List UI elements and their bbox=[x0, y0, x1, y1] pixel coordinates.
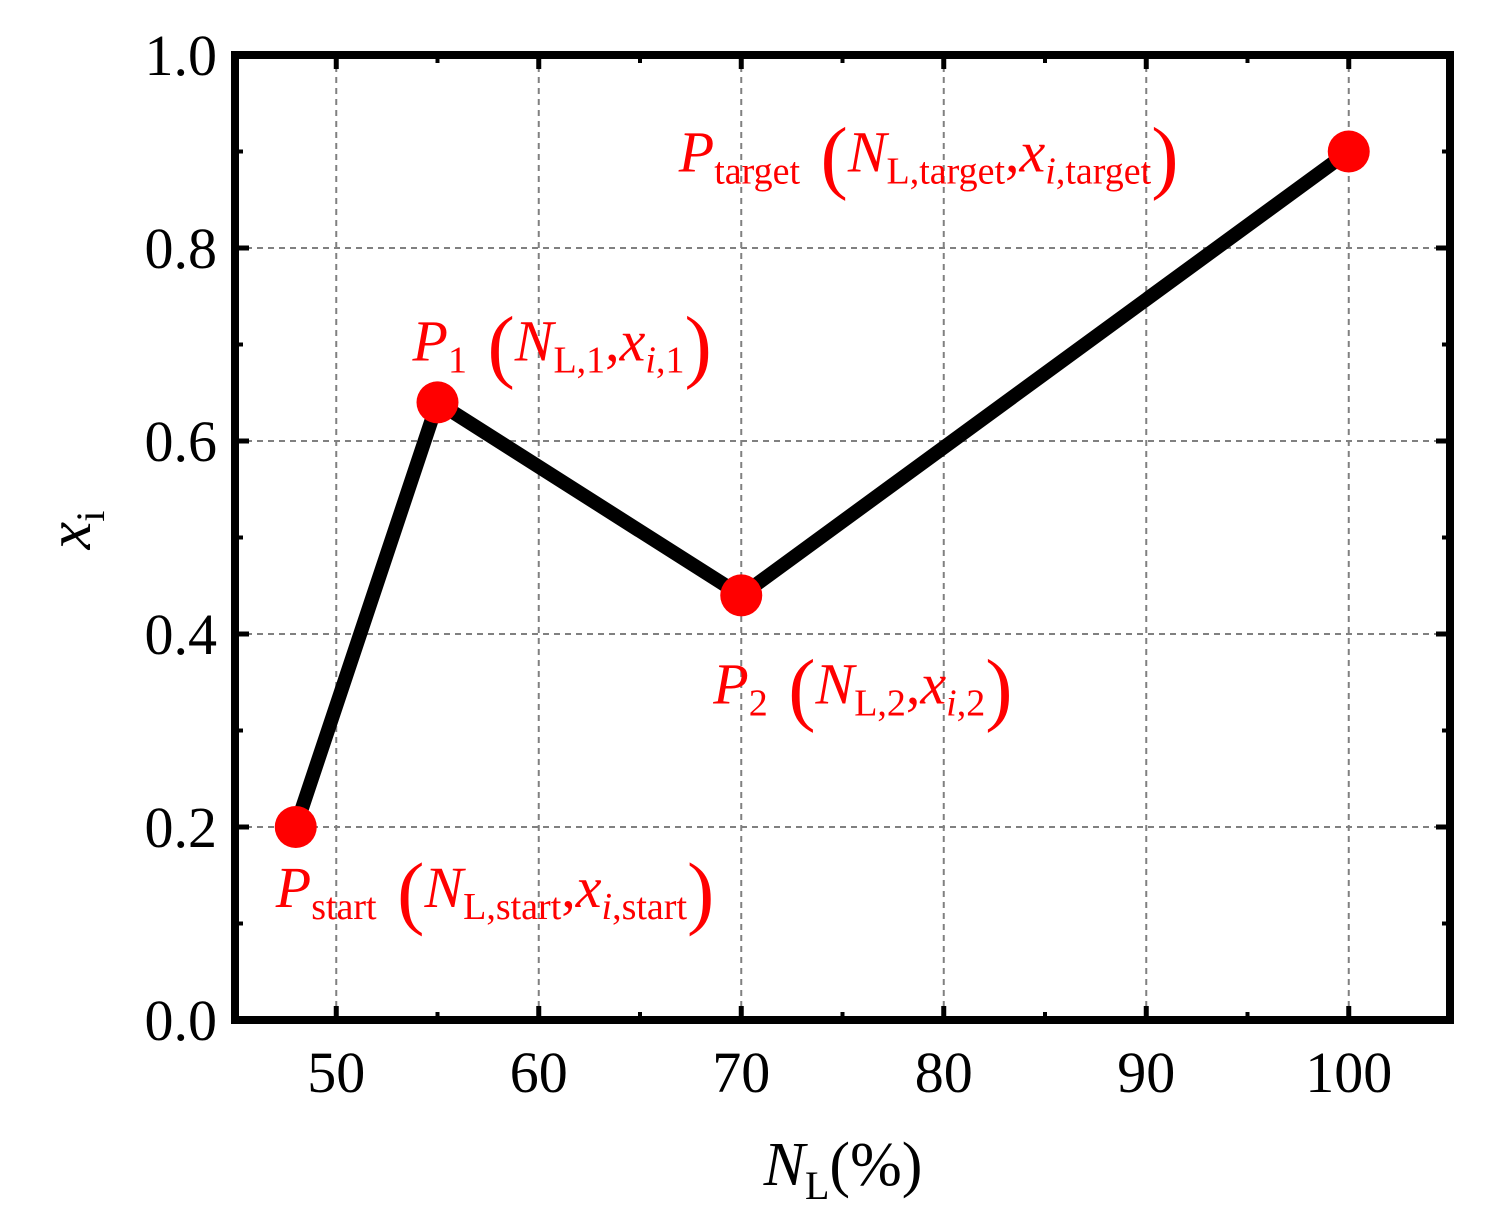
annotation-2-part-0: P bbox=[712, 651, 748, 716]
annotation-3-part-5: , bbox=[1005, 120, 1020, 185]
annotation-1-part-2: ( bbox=[467, 299, 515, 390]
x-tick-label-5: 100 bbox=[1305, 1040, 1392, 1105]
y-tick-label-3: 0.6 bbox=[145, 409, 218, 474]
annotation-3-part-0: P bbox=[678, 120, 714, 185]
x-axis-title-suffix: (%) bbox=[829, 1131, 922, 1199]
x-tick-label-0: 50 bbox=[307, 1040, 365, 1105]
y-axis-title-main: x bbox=[36, 521, 104, 550]
x-tick-label-3: 80 bbox=[915, 1040, 973, 1105]
annotation-0-part-1: start bbox=[311, 886, 377, 928]
annotation-0-part-9: ) bbox=[687, 846, 714, 937]
annotation-3-part-8: ,target bbox=[1056, 151, 1152, 193]
annotation-1-part-8: ,1 bbox=[656, 339, 685, 381]
point-annotations: Pstart (NL,start,xi,start)P1 (NL,1,xi,1)… bbox=[275, 111, 1179, 938]
annotation-0-part-3: N bbox=[423, 855, 466, 920]
annotation-2-part-9: ) bbox=[985, 642, 1012, 733]
annotation-0-part-8: ,start bbox=[612, 886, 687, 928]
annotation-3-part-9: ) bbox=[1151, 111, 1178, 202]
annotation-0-part-6: x bbox=[575, 855, 602, 920]
annotation-3-part-7: i bbox=[1045, 151, 1056, 193]
y-axis-title-sub: i bbox=[68, 511, 113, 522]
annotation-1-part-7: i bbox=[645, 339, 656, 381]
series-layer bbox=[274, 130, 1370, 848]
annotation-2: P2 (NL,2,xi,2) bbox=[712, 642, 1012, 733]
annotation-3-part-3: N bbox=[847, 120, 890, 185]
annotation-1: P1 (NL,1,xi,1) bbox=[412, 299, 712, 390]
data-point-3 bbox=[1327, 130, 1370, 173]
series-line-0 bbox=[288, 144, 1356, 834]
annotation-0-part-2: ( bbox=[377, 846, 425, 937]
annotation-2-part-4: L,2 bbox=[854, 682, 906, 724]
x-tick-label-1: 60 bbox=[510, 1040, 568, 1105]
y-tick-label-5: 1.0 bbox=[145, 23, 218, 88]
grid bbox=[235, 55, 1450, 1020]
annotation-0: Pstart (NL,start,xi,start) bbox=[275, 846, 715, 937]
annotation-2-part-1: 2 bbox=[749, 682, 768, 724]
x-tick-label-4: 90 bbox=[1117, 1040, 1175, 1105]
y-tick-label-0: 0.0 bbox=[145, 988, 218, 1053]
y-tick-label-1: 0.2 bbox=[145, 795, 218, 860]
x-tick-labels: 50 60 70 80 90 100 bbox=[307, 1040, 1392, 1105]
x-tick-label-2: 70 bbox=[712, 1040, 770, 1105]
y-tick-label-4: 0.8 bbox=[145, 216, 218, 281]
annotation-2-part-7: i bbox=[946, 682, 957, 724]
annotation-0-part-7: i bbox=[602, 886, 613, 928]
annotation-2-part-6: x bbox=[919, 651, 946, 716]
annotation-3-part-2: ( bbox=[800, 111, 848, 202]
annotation-0-part-4: L,start bbox=[463, 886, 562, 928]
x-axis-title: NL(%) bbox=[763, 1131, 923, 1208]
annotation-1-part-0: P bbox=[412, 308, 448, 373]
x-axis-title-main: N bbox=[763, 1131, 809, 1199]
annotation-1-part-6: x bbox=[619, 308, 646, 373]
annotation-2-part-5: , bbox=[906, 651, 921, 716]
annotation-3-part-4: L,target bbox=[887, 151, 1006, 193]
annotation-1-part-3: N bbox=[514, 308, 557, 373]
major-ticks bbox=[235, 52, 1450, 1023]
x-axis-title-sub: L bbox=[805, 1163, 829, 1208]
annotation-1-part-1: 1 bbox=[448, 339, 467, 381]
data-point-1 bbox=[416, 381, 459, 424]
annotation-1-part-9: ) bbox=[684, 299, 711, 390]
annotation-2-part-3: N bbox=[815, 651, 858, 716]
y-tick-labels: 0.0 0.2 0.4 0.6 0.8 1.0 bbox=[145, 23, 218, 1053]
data-point-0 bbox=[274, 806, 317, 848]
annotation-1-part-5: , bbox=[605, 308, 620, 373]
annotation-2-part-2: ( bbox=[768, 642, 816, 733]
plot-frame bbox=[231, 51, 1454, 1024]
annotation-0-part-5: , bbox=[561, 855, 576, 920]
y-axis-title: xi bbox=[36, 511, 113, 551]
annotation-2-part-8: ,2 bbox=[957, 682, 986, 724]
annotation-1-part-4: L,1 bbox=[553, 339, 605, 381]
annotation-3: Ptarget (NL,target,xi,target) bbox=[678, 111, 1179, 202]
annotation-3-part-6: x bbox=[1019, 120, 1046, 185]
annotation-0-part-0: P bbox=[275, 855, 311, 920]
data-point-2 bbox=[720, 574, 763, 617]
annotation-3-part-1: target bbox=[714, 151, 800, 193]
y-tick-label-2: 0.4 bbox=[145, 602, 218, 667]
